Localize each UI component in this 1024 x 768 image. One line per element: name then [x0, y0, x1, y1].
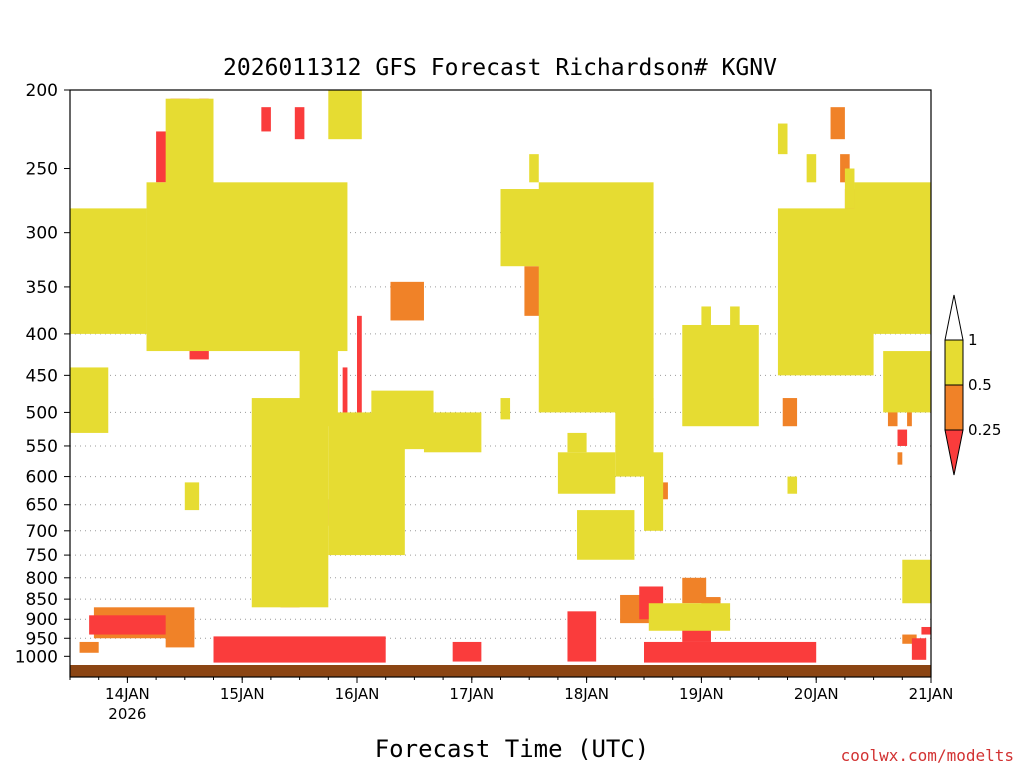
legend-bin-orange [944, 384, 964, 431]
legend-label: 0.5 [968, 376, 992, 394]
y-tick-label: 950 [26, 629, 58, 649]
x-tick-label: 20JAN [794, 685, 839, 703]
richardson-cell [782, 398, 798, 427]
y-tick-label: 900 [26, 610, 58, 630]
y-tick-label: 350 [26, 278, 58, 298]
richardson-cell [452, 641, 482, 662]
x-tick-label: 19JAN [679, 685, 724, 703]
richardson-cell [777, 123, 788, 155]
richardson-cell [648, 603, 731, 631]
richardson-cell [390, 281, 424, 321]
richardson-cell [840, 154, 850, 183]
richardson-cell [328, 90, 362, 140]
richardson-cell [897, 452, 903, 465]
richardson-cell [165, 630, 195, 648]
x-tick-label: 15JAN [220, 685, 265, 703]
plot-area [70, 90, 931, 677]
y-tick-label: 850 [26, 590, 58, 610]
richardson-cell [357, 315, 362, 453]
legend-label: 0.25 [968, 421, 1001, 439]
y-tick-label: 550 [26, 437, 58, 457]
ground-band [70, 665, 931, 677]
x-tick-label: 17JAN [449, 685, 494, 703]
richardson-cell [70, 208, 147, 334]
legend-label: 1 [968, 331, 978, 349]
x-tick-label: 21JAN [909, 685, 954, 703]
richardson-cell [577, 510, 635, 560]
richardson-cell [538, 182, 654, 413]
richardson-cell [251, 398, 329, 608]
richardson-cell [423, 412, 482, 453]
richardson-cell [921, 626, 931, 635]
richardson-cell [213, 636, 386, 663]
richardson-cell [682, 324, 759, 427]
richardson-cell [830, 107, 845, 140]
y-tick-label: 400 [26, 325, 58, 345]
legend-over-triangle [944, 294, 964, 341]
richardson-cell [883, 351, 931, 413]
y-tick-label: 300 [26, 224, 58, 244]
y-tick-label: 600 [26, 468, 58, 488]
y-tick-label: 450 [26, 366, 58, 386]
richardson-cell [184, 482, 200, 511]
richardson-cell [371, 390, 434, 450]
legend: 1 0.5 0.25 [944, 294, 1001, 476]
y-tick-label: 1000 [15, 647, 58, 667]
richardson-cell [70, 367, 109, 433]
credit-text: coolwx.com/modelts [841, 746, 1014, 765]
richardson-cell [89, 615, 166, 635]
richardson-cell [787, 476, 798, 494]
data-layer [70, 90, 931, 663]
richardson-cell [261, 107, 271, 132]
richardson-cell [844, 168, 855, 209]
x-axis-label: Forecast Time (UTC) [375, 735, 650, 763]
y-tick-label: 700 [26, 522, 58, 542]
richardson-cell [730, 306, 740, 334]
richardson-cell [902, 559, 931, 604]
y-tick-label: 250 [26, 160, 58, 180]
richardson-cell [907, 405, 912, 427]
richardson-cell [567, 432, 587, 453]
y-tick-label: 800 [26, 569, 58, 589]
richardson-cell [701, 306, 711, 334]
richardson-cell [854, 182, 931, 334]
axes: 200 250 300 350 400 450 500 550 600 650 700 750 8008… [15, 81, 954, 723]
y-tick-label: 650 [26, 496, 58, 516]
richardson-cell [644, 452, 664, 531]
richardson-cell [529, 154, 539, 183]
richardson-cell [567, 611, 597, 662]
richardson-cell [644, 641, 817, 663]
y-tick-label: 200 [26, 81, 58, 101]
richardson-cell [806, 154, 817, 183]
richardson-cell [500, 398, 511, 420]
y-tick-label: 750 [26, 546, 58, 566]
legend-bin-yellow [944, 339, 964, 386]
richardson-cell [165, 98, 214, 233]
chart-title: 2026011312 GFS Forecast Richardson# KGNV [223, 55, 777, 81]
x-tick-label: 16JAN [335, 685, 380, 703]
richardson-cell [911, 638, 927, 660]
richardson-cell [897, 429, 908, 446]
richardson-cell [79, 641, 99, 653]
legend-bin-red [944, 429, 964, 476]
richardson-cell [682, 577, 707, 604]
richardson-cell [902, 634, 917, 644]
richardson-cell [294, 107, 305, 140]
x-tick-sublabel: 2026 [108, 705, 146, 723]
y-tick-label: 500 [26, 403, 58, 423]
x-tick-label: 18JAN [564, 685, 609, 703]
x-tick-label: 14JAN [105, 685, 150, 703]
richardson-cell [557, 452, 616, 494]
